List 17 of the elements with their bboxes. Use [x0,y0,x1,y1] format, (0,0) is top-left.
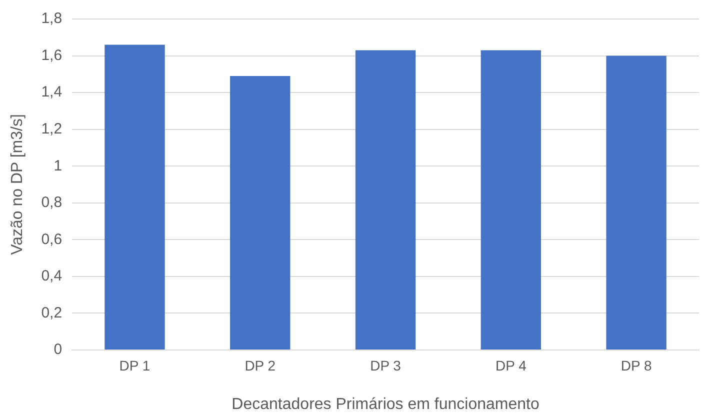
y-tick-label: 0,4 [41,268,62,285]
y-tick-label: 0,2 [41,304,62,322]
y-tick-label: 1 [54,157,62,174]
y-tick-label: 1,2 [41,120,62,138]
x-tick-label: DP 4 [495,357,527,374]
y-axis-title: Vazão no DP [m3/s] [9,114,26,255]
x-tick-label: DP 8 [620,357,652,374]
y-tick-label: 0 [54,341,62,358]
x-tick-label: DP 1 [119,357,150,374]
y-tick-label: 1,8 [41,10,62,28]
x-tick-label: DP 3 [370,357,402,374]
y-tick-label: 0,8 [41,194,62,212]
x-tick-label: DP 2 [244,357,276,374]
y-tick-label: 1,6 [41,46,62,64]
y-tick-label: 0,6 [41,230,62,248]
x-axis-title: Decantadores Primários em funcionamento [232,396,540,413]
y-tick-label: 1,4 [41,84,62,101]
